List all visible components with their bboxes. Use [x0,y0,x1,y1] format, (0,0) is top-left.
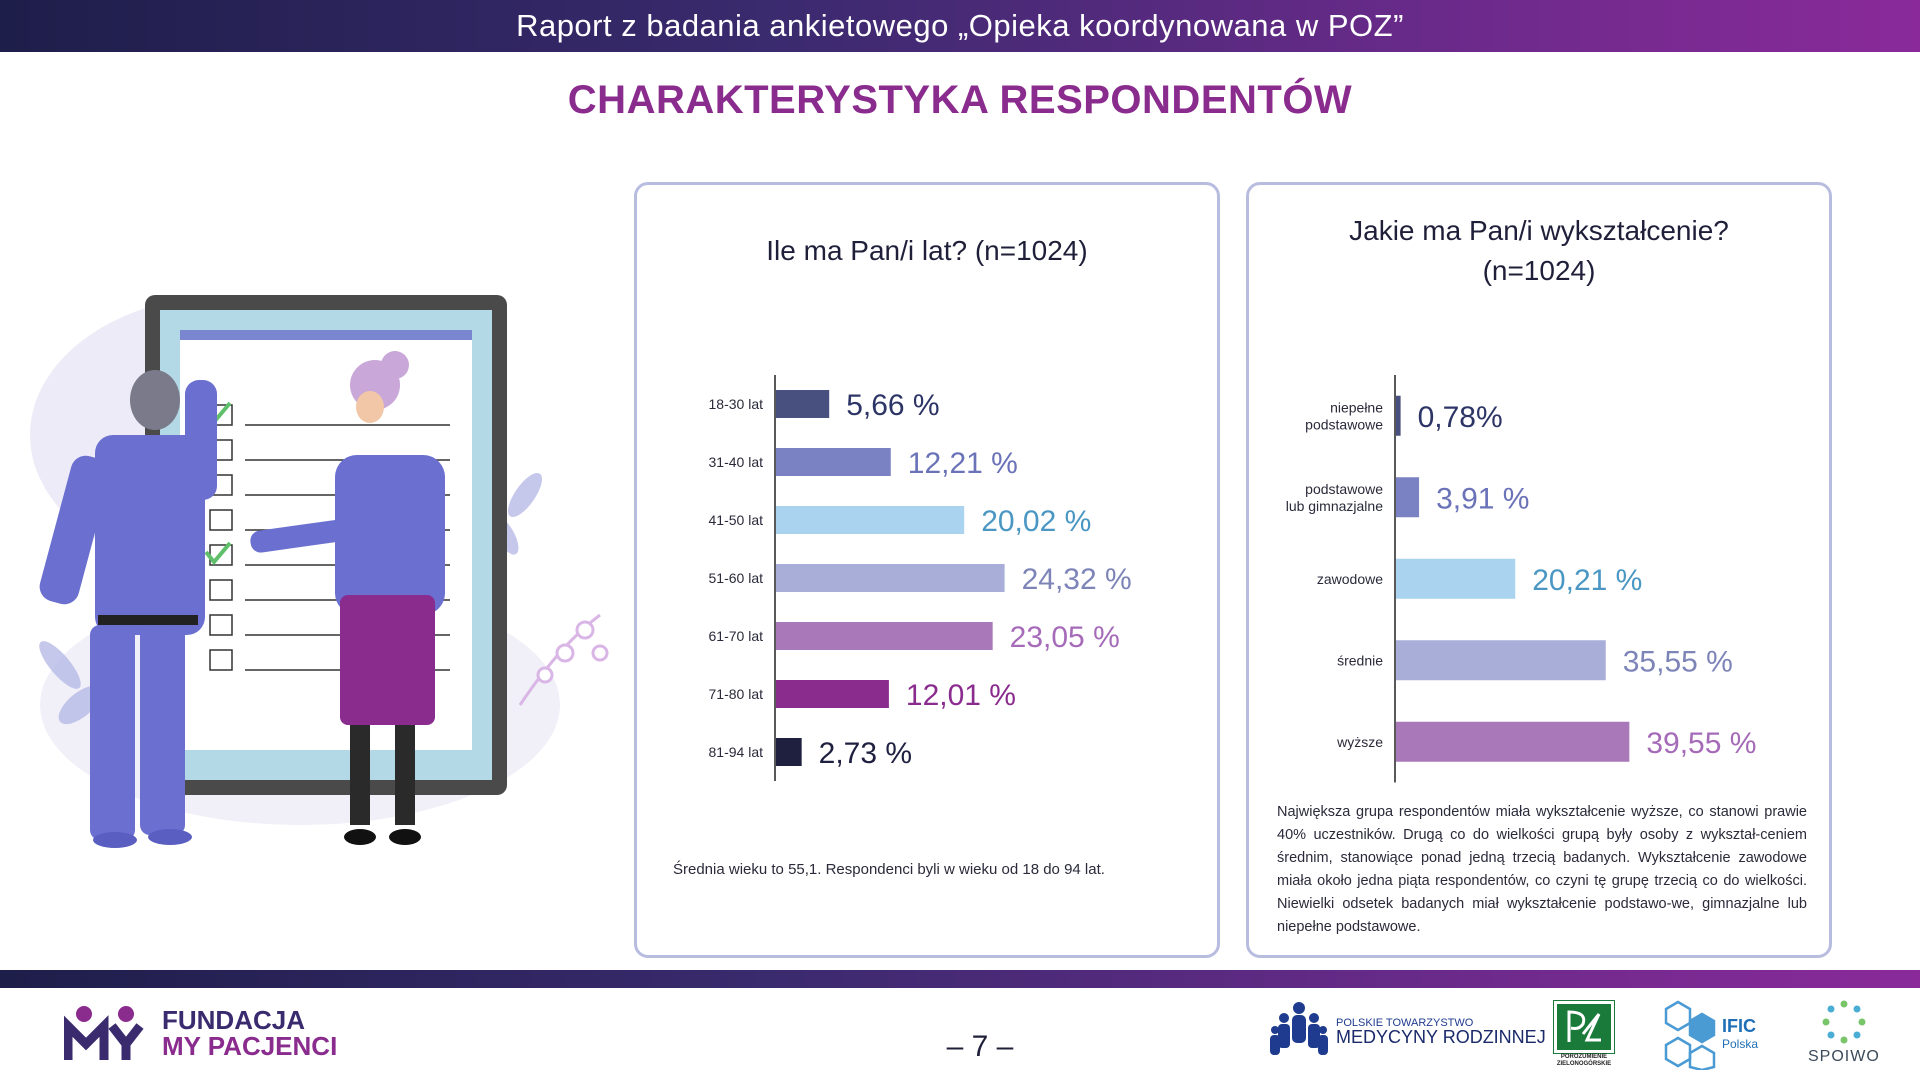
bar-3 [1396,640,1606,681]
category-label-0: 18-30 lat [709,396,764,412]
value-label-0: 0,78% [1418,401,1503,434]
value-label-1: 3,91 % [1436,482,1529,515]
age-chart-title: Ile ma Pan/i lat? (n=1024) [766,235,1088,266]
bar-0 [1396,395,1401,436]
ptmr-logo: POLSKIE TOWARZYSTWO MEDYCYNY RODZINNEJ [1270,1000,1546,1060]
bar-4 [1396,721,1630,762]
category-label-5: 71-80 lat [709,686,764,702]
value-label-5: 12,01 % [906,679,1016,712]
ptmr-text: POLSKIE TOWARZYSTWO MEDYCYNY RODZINNEJ [1336,1016,1546,1047]
ific-hexagon-icon [1664,1000,1716,1070]
education-chart-title: Jakie ma Pan/i wykształcenie? (n=1024) [1249,211,1829,291]
ptmr-line-2: MEDYCYNY RODZINNEJ [1336,1027,1546,1047]
spoiwo-ring-icon [1822,1000,1866,1044]
bar-6 [776,738,802,766]
spoiwo-logo: SPOIWO [1808,1000,1880,1066]
pz-caption: POROZUMIENIE ZIELONOGÓRSKIE [1556,1054,1612,1067]
category-label-1-0: podstawowe [1305,481,1383,497]
category-label-6: 81-94 lat [709,744,764,760]
value-label-2: 20,21 % [1532,564,1642,597]
ptmr-line-1: POLSKIE TOWARZYSTWO [1336,1017,1474,1029]
sheet-titlebar [180,330,472,340]
porozumienie-zielonogorskie-logo: POROZUMIENIE ZIELONOGÓRSKIE [1552,1000,1616,1068]
category-label-0-1: podstawowe [1305,416,1383,432]
bottom-banner [0,970,1920,988]
logo-text: FUNDACJA MY PACJENCI [162,1007,337,1059]
category-label-4: 61-70 lat [709,628,764,644]
category-label-1: 31-40 lat [709,454,764,470]
value-label-6: 2,73 % [819,737,912,770]
category-label-3: średnie [1337,652,1383,668]
bar-1 [776,448,891,476]
category-label-4: wyższe [1336,734,1383,750]
bar-0 [776,390,830,418]
bar-2 [1396,558,1516,599]
bar-3 [776,564,1005,592]
value-label-4: 39,55 % [1646,727,1756,760]
ific-logo: IFIC Polska [1662,1000,1758,1070]
my-logo-icon [64,1006,144,1060]
category-label-3: 51-60 lat [709,570,764,586]
survey-illustration [30,295,609,848]
age-bar-chart: 18-30 lat 5,66 % 31-40 lat 12,21 % 41-50 lat… [709,375,1132,781]
education-note: Największa grupa respondentów miała wyks… [1277,804,1807,935]
top-banner: Raport z badania ankietowego „Opieka koo… [0,0,1920,52]
logo-line-2: MY PACJENCI [162,1031,338,1061]
ific-name: IFIC [1722,1016,1756,1036]
bar-5 [776,680,889,708]
category-label-0-0: niepełne [1330,399,1383,415]
fundacja-my-pacjenci-logo: FUNDACJA MY PACJENCI [64,1004,337,1062]
value-label-0: 5,66 % [846,389,939,422]
value-label-1: 12,21 % [908,447,1018,480]
logo-line-1: FUNDACJA [162,1005,305,1035]
people-group-icon [1270,1002,1328,1055]
report-title: Raport z badania ankietowego „Opieka koo… [516,8,1404,43]
page-heading: CHARAKTERYSTYKA RESPONDENTÓW [567,78,1353,122]
pz-logo-icon [1553,1000,1615,1054]
man-figure [39,370,217,848]
education-title-line-1: Jakie ma Pan/i wykształcenie? [1349,215,1729,246]
category-label-2: zawodowe [1317,571,1383,587]
age-note: Średnia wieku to 55,1. Respondenci byli … [673,861,1105,878]
woman-figure [250,351,445,845]
category-label-1-1: lub gimnazjalne [1286,498,1383,514]
page-number: – 7 – [946,1030,1014,1063]
value-label-2: 20,02 % [981,505,1091,538]
berry-branch [518,613,609,706]
ific-sub: Polska [1722,1037,1759,1051]
bar-4 [776,622,993,650]
spoiwo-text: SPOIWO [1808,1048,1880,1065]
education-title-line-2: (n=1024) [1482,255,1596,286]
value-label-4: 23,05 % [1010,621,1120,654]
category-label-2: 41-50 lat [709,512,764,528]
bar-1 [1396,477,1420,518]
bar-2 [776,506,965,534]
value-label-3: 24,32 % [1022,563,1132,596]
ific-text: IFIC Polska [1722,1017,1758,1053]
age-chart-panel: Ile ma Pan/i lat? (n=1024) 18-30 lat 5,66… [634,182,1220,958]
education-chart-panel: Jakie ma Pan/i wykształcenie? (n=1024) n… [1246,182,1832,958]
value-label-3: 35,55 % [1623,645,1733,678]
